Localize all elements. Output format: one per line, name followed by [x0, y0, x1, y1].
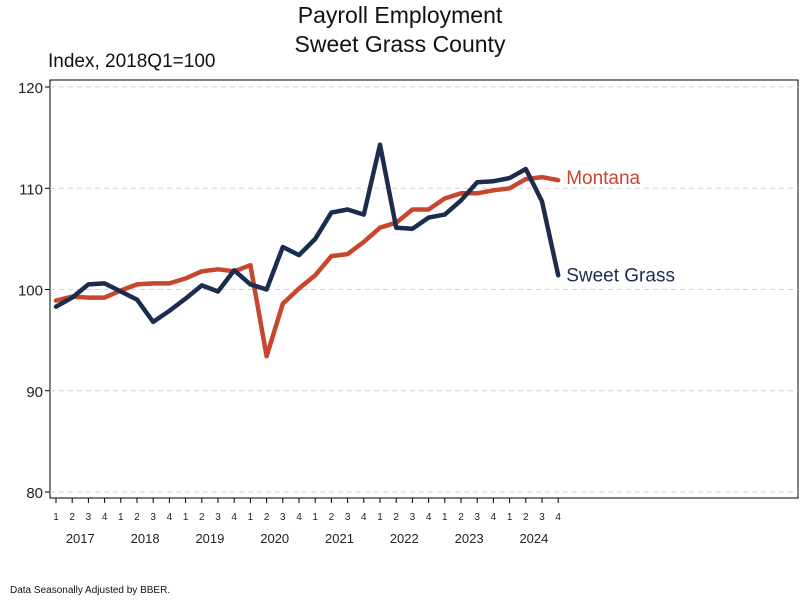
x-year-label: 2024: [519, 531, 548, 546]
x-tick-label: 1: [507, 512, 513, 523]
x-year-label: 2022: [390, 531, 419, 546]
y-tick-label: 80: [26, 485, 43, 502]
y-tick-label: 100: [18, 283, 43, 300]
x-year-label: 2018: [131, 531, 160, 546]
x-year-label: 2017: [66, 531, 95, 546]
footnote: Data Seasonally Adjusted by BBER.: [10, 585, 171, 596]
y-tick-label: 90: [26, 384, 43, 401]
x-year-label: 2021: [325, 531, 354, 546]
y-tick-label: 120: [18, 80, 43, 97]
x-tick-label: 2: [199, 512, 205, 523]
x-tick-label: 3: [539, 512, 545, 523]
x-tick-label: 4: [426, 512, 432, 523]
x-tick-label: 3: [280, 512, 286, 523]
x-tick-label: 1: [183, 512, 189, 523]
x-tick-label: 2: [458, 512, 464, 523]
x-tick-label: 2: [523, 512, 529, 523]
x-tick-label: 2: [329, 512, 335, 523]
x-tick-label: 4: [231, 512, 237, 523]
x-tick-label: 4: [102, 512, 108, 523]
chart-title: Payroll Employment: [297, 2, 503, 28]
series-line-montana: [53, 174, 561, 359]
y-tick-label: 110: [19, 181, 43, 198]
x-year-label: 2020: [260, 531, 289, 546]
x-tick-label: 1: [53, 512, 59, 523]
x-tick-label: 3: [345, 512, 351, 523]
x-year-label: 2019: [195, 531, 224, 546]
series-label-montana: Montana: [566, 168, 640, 189]
y-axis-label: Index, 2018Q1=100: [48, 51, 216, 72]
x-tick-label: 3: [474, 512, 480, 523]
series-label-sweet-grass: Sweet Grass: [566, 265, 675, 286]
x-tick-label: 4: [491, 512, 497, 523]
x-tick-label: 1: [248, 512, 254, 523]
x-tick-label: 4: [555, 512, 561, 523]
x-tick-label: 1: [377, 512, 383, 523]
chart-subtitle: Sweet Grass County: [294, 31, 506, 57]
x-tick-label: 2: [264, 512, 270, 523]
x-tick-label: 2: [69, 512, 75, 523]
x-tick-label: 2: [393, 512, 399, 523]
x-year-label: 2023: [455, 531, 484, 546]
x-tick-label: 1: [442, 512, 448, 523]
x-tick-label: 3: [150, 512, 156, 523]
x-tick-label: 4: [361, 512, 367, 523]
x-tick-label: 3: [86, 512, 92, 523]
x-tick-label: 2: [134, 512, 140, 523]
x-tick-label: 3: [410, 512, 416, 523]
x-tick-label: 4: [167, 512, 173, 523]
x-tick-label: 3: [215, 512, 221, 523]
x-tick-label: 4: [296, 512, 302, 523]
x-tick-label: 1: [312, 512, 318, 523]
x-tick-label: 1: [118, 512, 124, 523]
series-line-sweet-grass: [53, 142, 561, 325]
